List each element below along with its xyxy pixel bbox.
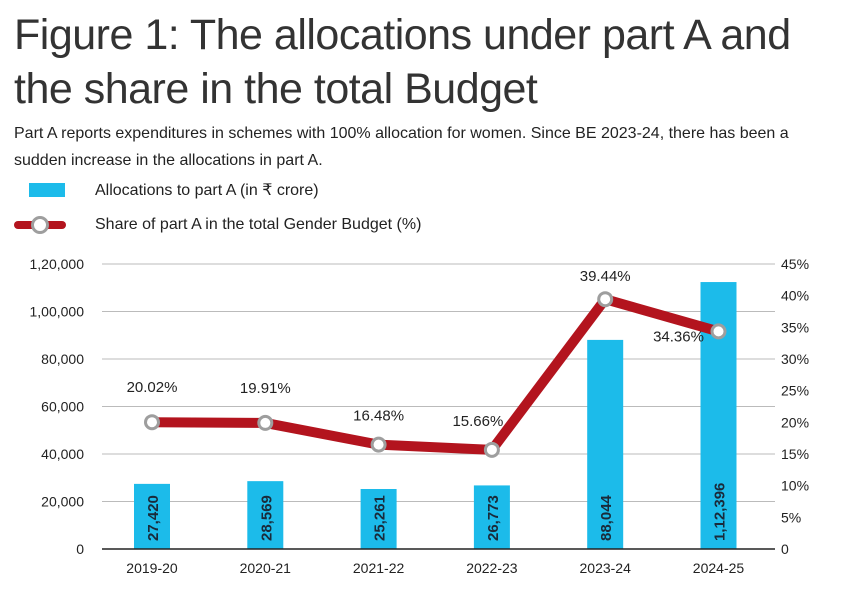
right-tick-label: 40% <box>781 288 809 304</box>
left-tick-label: 40,000 <box>41 446 84 462</box>
left-tick-label: 60,000 <box>41 399 84 415</box>
line-marker <box>144 414 160 431</box>
bar-value-label: 1,12,396 <box>712 483 729 541</box>
bar <box>360 489 397 549</box>
right-tick-label: 35% <box>781 319 809 335</box>
x-tick-label: 2019-20 <box>126 560 178 576</box>
right-tick-label: 45% <box>781 256 809 272</box>
right-tick-label: 10% <box>781 478 809 494</box>
line-value-label: 20.02% <box>127 379 178 396</box>
bar-value-label: 28,569 <box>258 495 275 541</box>
x-tick-label: 2021-22 <box>353 560 405 576</box>
x-tick-label: 2020-21 <box>240 560 292 576</box>
line-value-label: 34.36% <box>653 328 704 345</box>
legend-line-swatch <box>14 216 66 234</box>
right-tick-label: 15% <box>781 446 809 462</box>
share-line <box>151 294 720 455</box>
legend-line-label: Share of part A in the total Gender Budg… <box>95 216 422 233</box>
line-value-label: 19.91% <box>240 380 291 397</box>
right-tick-label: 20% <box>781 414 809 430</box>
line-value-label: 16.48% <box>353 408 404 425</box>
chart-subtitle: Part A reports expenditures in schemes w… <box>14 125 789 169</box>
right-tick-label: 5% <box>781 509 801 525</box>
legend-bar-label: Allocations to part A (in ₹ crore) <box>95 182 319 199</box>
left-tick-label: 80,000 <box>41 351 84 367</box>
line-marker <box>710 323 727 340</box>
bar <box>473 485 510 549</box>
legend-item-line: Share of part A in the total Gender Budg… <box>14 216 421 234</box>
line-marker <box>370 436 387 453</box>
legend-bar-swatch <box>29 183 65 197</box>
left-tick-label: 1,00,000 <box>30 304 85 320</box>
legend-item-bars: Allocations to part A (in ₹ crore) <box>14 180 319 200</box>
right-tick-label: 0 <box>781 541 789 557</box>
line-value-label: 39.44% <box>580 268 631 285</box>
line-marker <box>483 441 500 458</box>
bar <box>587 339 624 549</box>
bar-value-label: 88,044 <box>598 494 615 541</box>
x-tick-label: 2022-23 <box>466 560 518 576</box>
x-tick-label: 2023-24 <box>580 560 632 576</box>
left-tick-label: 1,20,000 <box>30 256 85 272</box>
left-tick-label: 20,000 <box>41 494 84 510</box>
chart-title: Figure 1: The allocations under part A a… <box>14 11 791 113</box>
bar-value-label: 26,773 <box>485 495 502 541</box>
bar <box>134 483 170 549</box>
line-marker <box>597 291 614 308</box>
bar <box>247 481 284 549</box>
line-value-label: 15.66% <box>452 413 503 430</box>
bar-value-label: 27,420 <box>145 495 162 541</box>
right-tick-label: 30% <box>781 351 809 367</box>
line-marker <box>257 414 274 431</box>
x-tick-label: 2024-25 <box>693 560 745 576</box>
bar-value-label: 25,261 <box>372 495 389 541</box>
left-tick-label: 0 <box>76 541 84 557</box>
right-tick-label: 25% <box>781 383 809 399</box>
